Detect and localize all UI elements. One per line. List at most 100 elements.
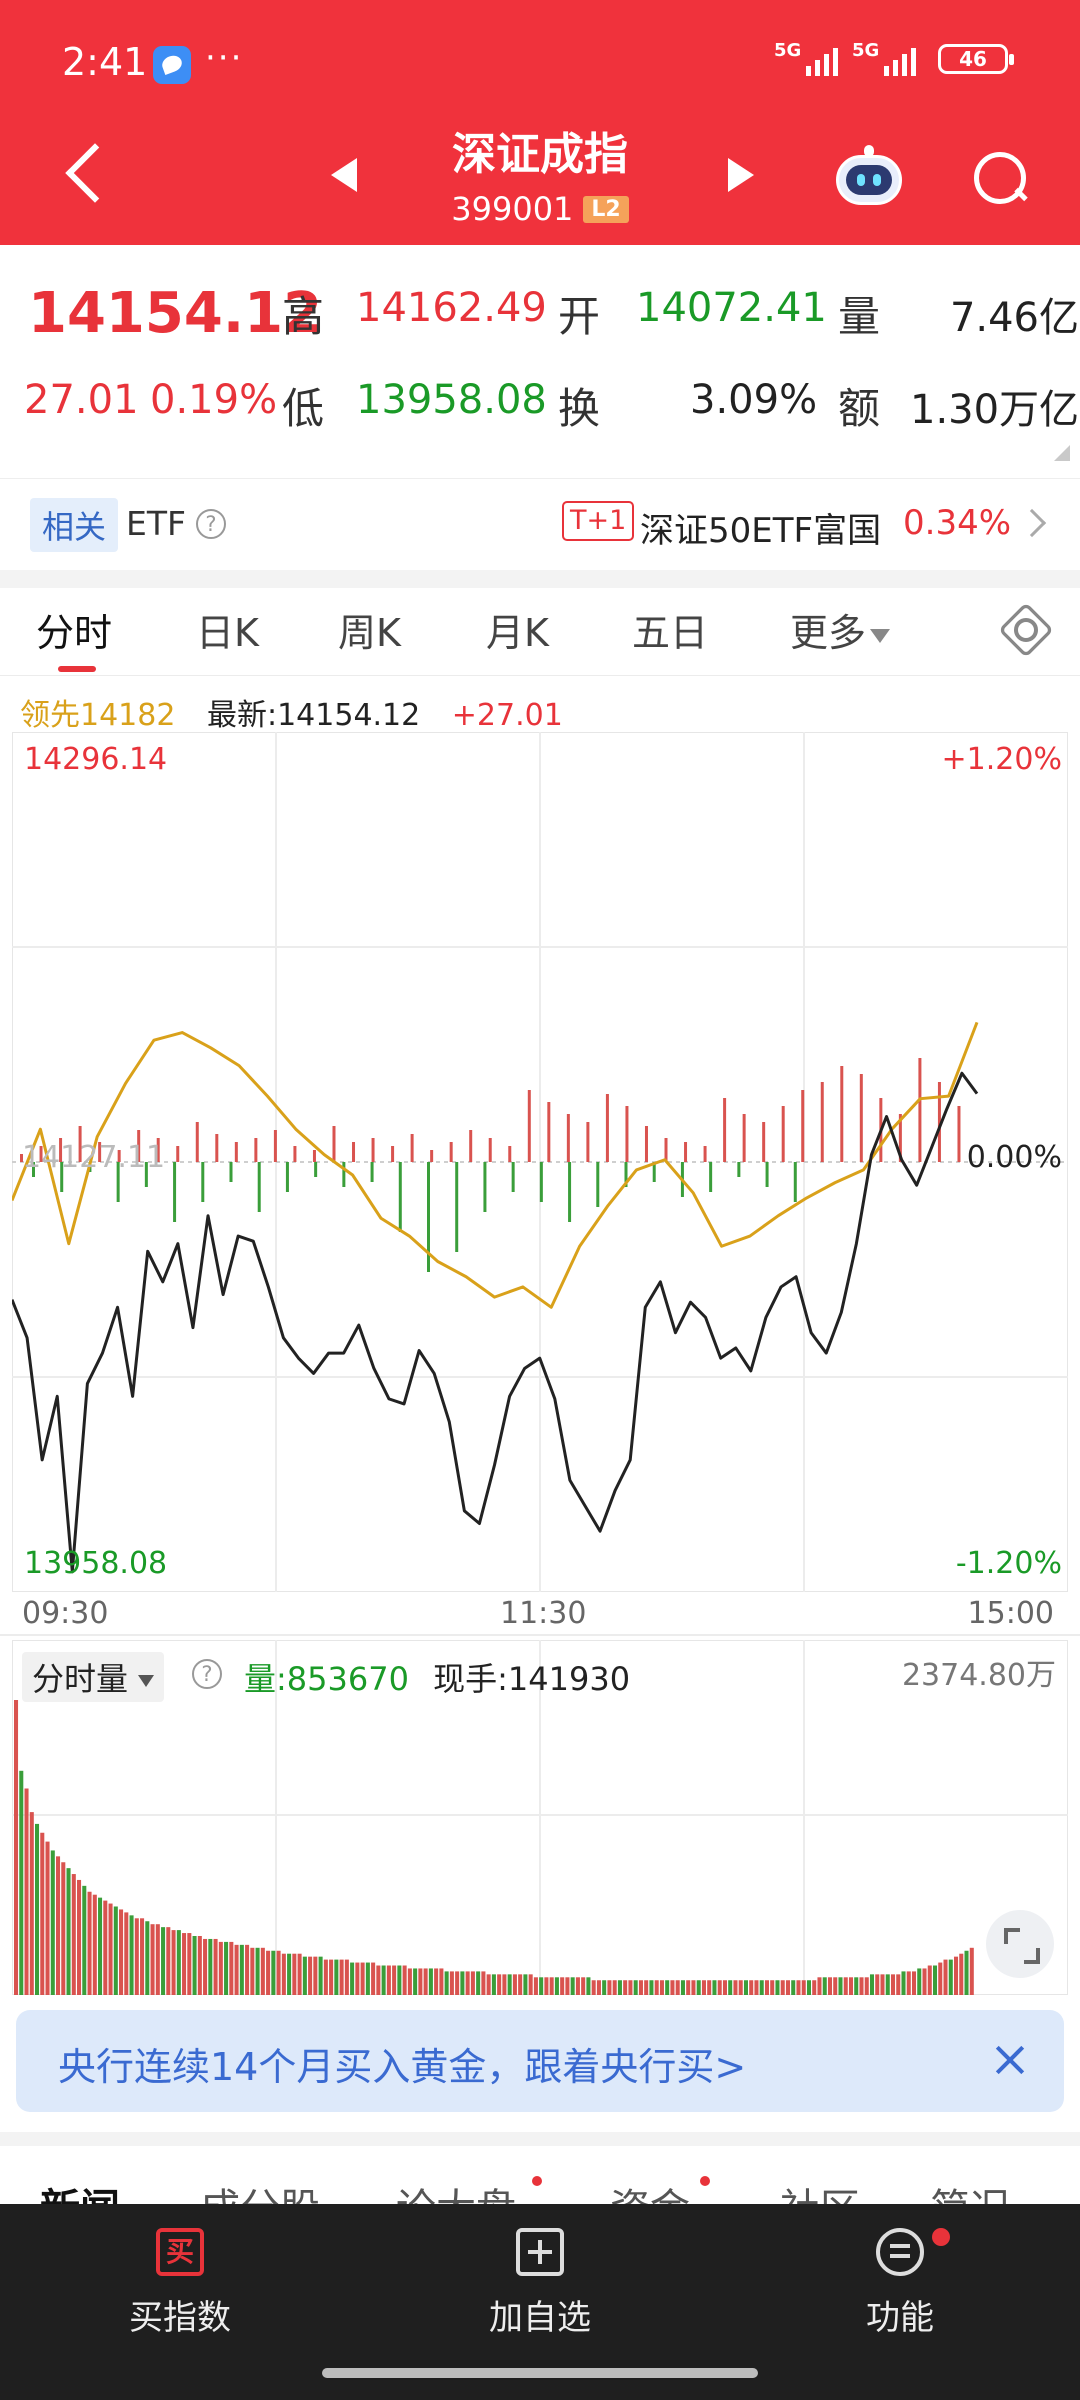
imbalance-bar-up [293,1146,297,1162]
volume-bar [392,1965,397,1995]
volume-bar [407,1968,412,1995]
volume-bar [917,1968,922,1995]
imbalance-bar-down [765,1162,769,1187]
volume-bar [197,1936,202,1995]
volume-bar [848,1977,854,1995]
volume-bar [360,1962,365,1995]
volume-bar [812,1980,817,1995]
volume-bar [134,1918,139,1995]
volume-bar [150,1924,155,1995]
volume-bar [82,1885,87,1995]
volume-bar [659,1980,664,1995]
help-icon[interactable]: ? [196,509,226,539]
price-change-pct: 0.19% [150,377,278,423]
volume-bar [140,1918,145,1995]
y-max-label: 14296.14 [24,742,168,777]
time-label-midday: 11:30 [500,1596,587,1631]
pct-min-label: -1.20% [955,1546,1062,1581]
tab-monthly-k[interactable]: 月K [486,611,549,655]
volume-bar [218,1941,223,1995]
volume-indicator-select[interactable]: 分时量 [22,1652,165,1702]
volume-bar [428,1968,433,1995]
open-value: 14072.41 [636,285,827,331]
imbalance-bar-down [398,1162,402,1232]
time-axis: 09:30 11:30 15:00 [0,1596,1080,1636]
volume-bar [507,1974,512,1995]
volume-bar [24,1788,29,1995]
imbalance-bar-down [568,1162,572,1222]
volume-bar [701,1980,706,1995]
tab-weekly-k[interactable]: 周K [338,611,401,655]
volume-bar [434,1968,439,1995]
volume-bar [161,1927,166,1995]
volume-bar [271,1950,276,1995]
imbalance-bar-down [793,1162,797,1202]
volume-bar [423,1968,428,1995]
related-etf-bar[interactable]: 相关 ETF ? T+1 深证50ETF富国 0.34% [0,478,1080,570]
banner-text[interactable]: 央行连续14个月买入黄金，跟着央行买> [58,2045,747,2089]
volume-bar [250,1947,255,1995]
etf-name: 深证50ETF富国 [640,511,882,551]
expand-corner-icon[interactable] [1054,445,1070,461]
volume-bar [29,1812,34,1995]
volume-bar [470,1971,475,1995]
volume-bar [843,1977,848,1995]
tab-community[interactable]: 社区 [780,2176,860,2206]
news-dot-1 [532,2176,542,2186]
volume-bar [176,1930,181,1995]
search-icon[interactable] [970,148,1030,208]
functions-button[interactable]: 功能 [800,2228,1000,2339]
prev-stock-button[interactable] [325,155,365,195]
chart-settings-icon[interactable] [998,602,1046,650]
volume-bar [224,1941,229,1995]
volume-bar [145,1921,150,1995]
imbalance-bar-up [566,1114,570,1162]
volume-bar [691,1980,696,1995]
chart-tabs: 分时 日K 周K 月K 五日 更多 [0,588,1080,676]
fullscreen-icon[interactable] [986,1910,1054,1978]
tab-profile[interactable]: 简况 [930,2176,1010,2206]
volume-bar [245,1944,250,1995]
section-divider-2 [0,2132,1080,2146]
tab-intraday[interactable]: 分时 [36,611,113,655]
buy-index-button[interactable]: 买 买指数 [80,2228,280,2339]
volume-bar [371,1962,376,1995]
tab-funds[interactable]: 资金 [610,2176,690,2206]
active-tab-indicator [58,666,96,672]
imbalance-bar-down [173,1162,177,1222]
next-stock-button[interactable] [720,155,760,195]
imbalance-bar-up [781,1106,785,1162]
promo-banner[interactable]: 央行连续14个月买入黄金，跟着央行买> [16,2010,1064,2112]
volume-help-icon[interactable]: ? [192,1659,222,1689]
add-watchlist-button[interactable]: 加自选 [440,2228,640,2339]
imbalance-bar-down [370,1162,374,1182]
volume-bar [397,1965,402,1995]
volume-bar [775,1980,780,1995]
tab-market-talk[interactable]: 论大盘 [396,2176,516,2206]
volume-bar [591,1980,596,1995]
volume-bar [35,1823,40,1995]
volume-bar [938,1962,943,1995]
volume-bar [607,1980,612,1995]
tab-daily-k[interactable]: 日K [196,611,259,655]
intraday-volume-chart[interactable] [12,1640,1068,1995]
intraday-price-chart[interactable] [12,732,1068,1592]
imbalance-bar-up [937,1082,941,1162]
volume-bar [539,1977,544,1995]
volume-bar [644,1980,649,1995]
volume-bar [108,1903,113,1995]
tab-more[interactable]: 更多 [790,602,891,657]
tab-components[interactable]: 成分股 [200,2176,320,2206]
volume-bar [544,1977,549,1995]
close-icon[interactable] [992,2042,1028,2078]
volume-bar [717,1980,722,1995]
robot-assistant-icon[interactable] [836,145,902,205]
tab-five-day[interactable]: 五日 [632,611,709,655]
volume-bar [182,1933,187,1995]
volume-bar [712,1980,717,1995]
volume-bar [911,1971,917,1995]
volume-bar [497,1974,502,1995]
tab-news[interactable]: 新闻 [40,2176,120,2206]
low-label: 低 [282,384,325,433]
imbalance-bar-up [273,1130,277,1162]
